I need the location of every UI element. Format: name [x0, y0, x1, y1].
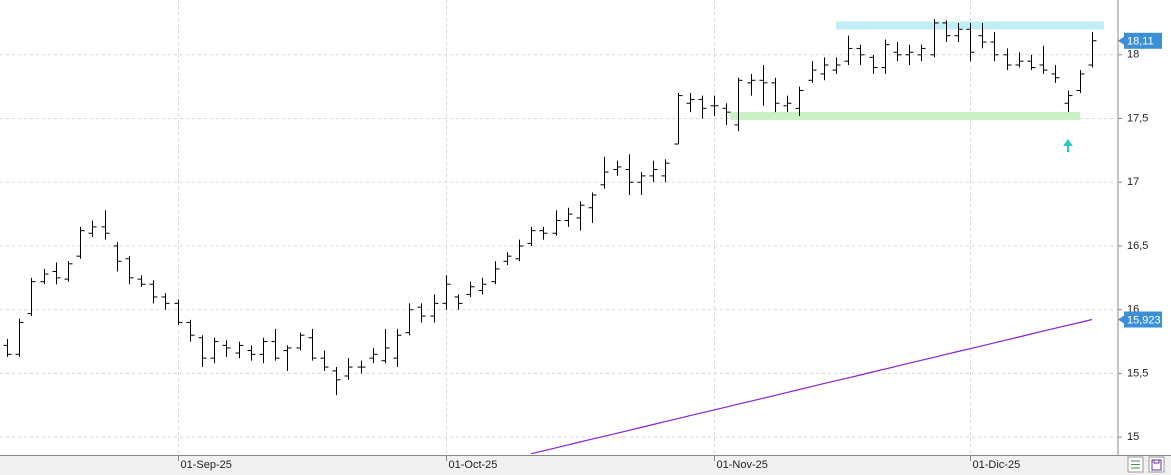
last-value-label: 15,923	[1127, 314, 1161, 326]
menu-icon	[1131, 460, 1140, 469]
x-tick-label: 01-Sep-25	[181, 459, 232, 471]
levels-layer	[730, 21, 1104, 120]
marks-layer	[3, 19, 1097, 455]
y-tick-label: 17,5	[1127, 112, 1148, 124]
y-tick-label: 18	[1127, 49, 1139, 61]
last-value-pointer	[1118, 315, 1124, 324]
y-tick-label: 15	[1127, 431, 1139, 443]
save-button[interactable]	[1148, 456, 1165, 473]
x-tick-label: 01-Oct-25	[449, 459, 498, 471]
last-value-box	[1124, 32, 1162, 49]
grid-layer	[0, 0, 1122, 461]
toolbar	[1127, 456, 1165, 473]
moving-average-line	[531, 318, 1093, 455]
x-tick-label: 01-Dic-25	[973, 459, 1021, 471]
last-value-pointer	[1118, 36, 1124, 45]
y-tick-label: 15,5	[1127, 367, 1148, 379]
y-tick-label: 17	[1127, 176, 1139, 188]
last-value-label: 18,11	[1127, 36, 1154, 48]
footer-bar	[0, 456, 1171, 475]
save-icon	[1151, 459, 1162, 471]
price-level	[730, 111, 1080, 120]
x-tick-label: 01-Nov-25	[717, 459, 768, 471]
y-tick-label: 16,5	[1127, 240, 1148, 252]
signal-arrow	[1063, 139, 1073, 152]
last-value-box	[1124, 311, 1162, 328]
